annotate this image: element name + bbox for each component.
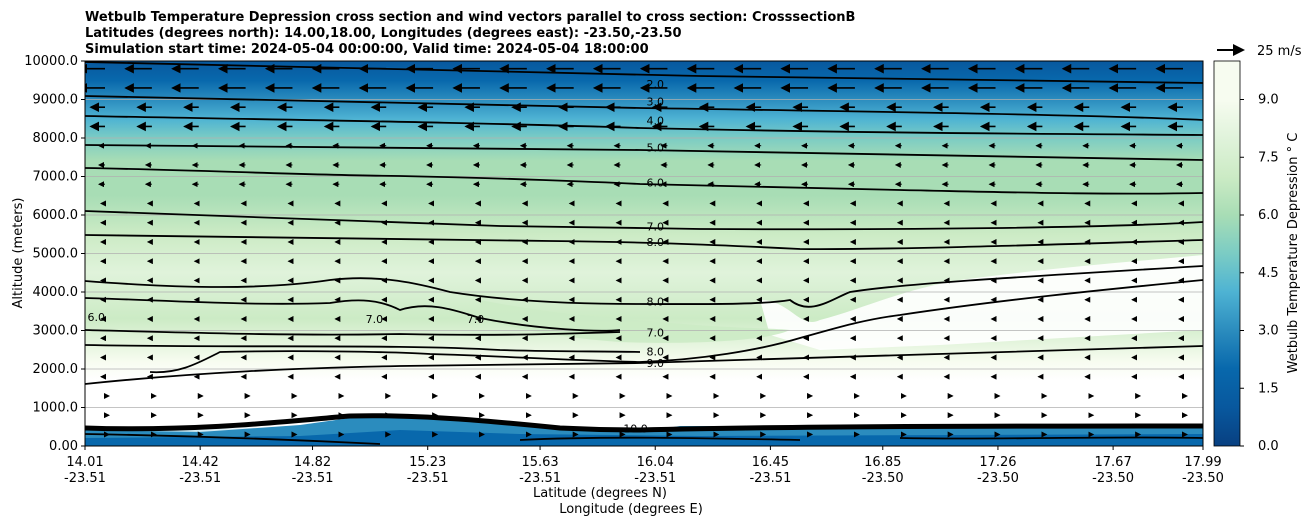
x-tick-lon: -23.51	[634, 471, 676, 486]
contour-label: 8.0	[646, 236, 664, 249]
wind-vectors	[85, 63, 1188, 438]
x-axis-label-latitude: Latitude (degrees N)	[533, 486, 667, 501]
x-axis-label-longitude: Longitude (degrees E)	[559, 502, 703, 517]
x-axis-ticks: 14.01-23.5114.42-23.5114.82-23.5115.23-2…	[64, 446, 1224, 486]
contour-label: 7.0	[646, 326, 664, 339]
x-tick-lat: 14.42	[182, 455, 219, 470]
colorbar-tick-label: 6.0	[1258, 208, 1279, 223]
y-tick-label: 8000.0	[33, 131, 79, 146]
x-tick-lon: -23.50	[1182, 471, 1224, 486]
x-tick-lat: 15.23	[409, 455, 446, 470]
y-tick-label: 7000.0	[33, 170, 79, 185]
y-tick-label: 4000.0	[33, 285, 79, 300]
moist-patch	[480, 300, 790, 343]
y-tick-label: 1000.0	[33, 401, 79, 416]
contour-label: 10.0	[623, 423, 648, 436]
contour-label: 6.0	[87, 311, 105, 324]
colorbar-tick-label: 7.5	[1258, 150, 1279, 165]
x-tick-lon: -23.51	[749, 471, 791, 486]
colorbar	[1213, 60, 1241, 447]
contour-label: 4.0	[646, 115, 664, 128]
contour-label: 8.0	[646, 296, 664, 309]
colorbar-ticks: 0.0 1.5 3.0 4.5 6.0 7.5 9.0	[1240, 93, 1279, 454]
y-tick-label: 9000.0	[33, 93, 79, 108]
contour-label: 5.0	[646, 142, 664, 155]
x-tick-lat: 16.85	[864, 455, 901, 470]
x-tick-lat: 14.82	[294, 455, 331, 470]
x-tick-lat: 16.04	[637, 455, 674, 470]
contour-labels: 2.03.04.05.06.07.08.08.07.08.09.06.0 7.0 7…	[87, 78, 664, 436]
x-tick-lon: -23.51	[64, 471, 106, 486]
x-tick-lon: -23.50	[862, 471, 904, 486]
contour-label: 6.0	[646, 176, 664, 189]
contour-label: 7.0	[467, 313, 485, 326]
colorbar-tick-label: 1.5	[1258, 381, 1279, 396]
x-tick-lon: -23.51	[179, 471, 221, 486]
contour-label: 3.0	[646, 95, 664, 108]
y-tick-label: 2000.0	[33, 362, 79, 377]
x-tick-lat: 16.45	[752, 455, 789, 470]
chart-title-line-3: Simulation start time: 2024-05-04 00:00:…	[85, 42, 649, 57]
y-axis-label: Altitude (meters)	[11, 198, 26, 309]
colorbar-tick-label: 9.0	[1258, 93, 1279, 108]
contour-label: 9.0	[646, 357, 664, 370]
contour-label: 7.0	[366, 313, 384, 326]
plot-area	[85, 61, 1203, 446]
colorbar-tick-label: 0.0	[1258, 439, 1279, 454]
contour-label: 7.0	[646, 221, 664, 234]
y-axis-ticks: 0.00 1000.0 2000.0 3000.0 4000.0 5000.0 6000.0…	[24, 54, 85, 454]
x-tick-lat: 17.67	[1095, 455, 1132, 470]
x-tick-lat: 15.63	[521, 455, 558, 470]
contour-label: 8.0	[646, 346, 664, 359]
x-tick-lon: -23.51	[519, 471, 561, 486]
y-tick-label: 3000.0	[33, 324, 79, 339]
y-tick-label: 0.00	[49, 439, 78, 454]
x-tick-lon: -23.51	[407, 471, 449, 486]
chart-title-line-1: Wetbulb Temperature Depression cross sec…	[85, 10, 855, 25]
dry-air-region	[760, 255, 1203, 350]
chart-title-line-2: Latitudes (degrees north): 14.00,18.00, …	[85, 26, 682, 41]
x-tick-lon: -23.51	[292, 471, 334, 486]
x-tick-lat: 17.26	[979, 455, 1016, 470]
y-tick-label: 5000.0	[33, 247, 79, 262]
y-tick-label: 6000.0	[33, 208, 79, 223]
contour-lines	[85, 61, 1203, 445]
y-tick-label: 10000.0	[24, 54, 78, 69]
colorbar-label: Wetbulb Temperature Depression ° C	[1286, 133, 1301, 374]
colorbar-tick-label: 4.5	[1258, 266, 1279, 281]
gridlines	[85, 99, 1203, 408]
colorbar-tick-label: 3.0	[1258, 324, 1279, 339]
contour-label: 2.0	[646, 78, 664, 91]
quiver-key-label: 25 m/s	[1257, 44, 1302, 59]
x-tick-lat: 17.99	[1184, 455, 1221, 470]
x-tick-lat: 14.01	[66, 455, 103, 470]
x-tick-lon: -23.50	[1092, 471, 1134, 486]
x-tick-lon: -23.50	[977, 471, 1019, 486]
